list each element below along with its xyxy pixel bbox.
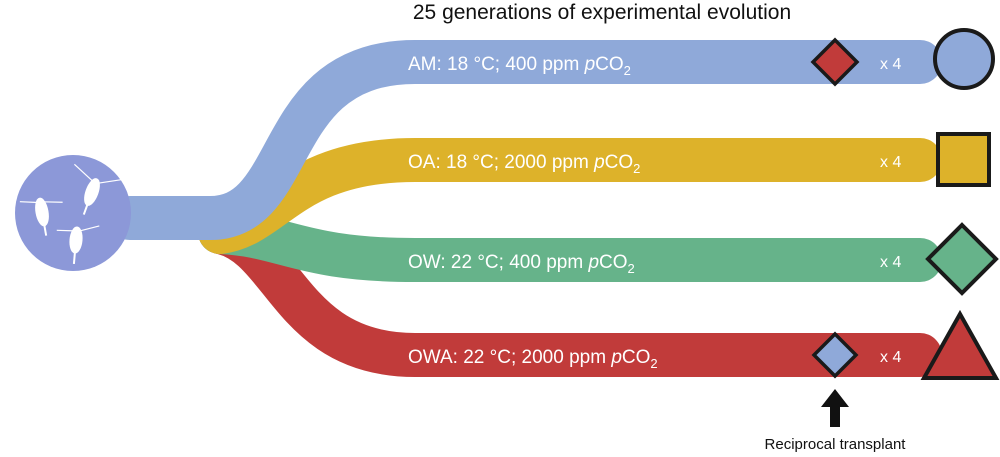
replicates-ow: x 4: [880, 254, 901, 271]
transplant-marker-diamond-icon: [811, 331, 859, 379]
square-icon: [936, 132, 991, 187]
branch-label-am: AM: 18 °C; 400 ppm pCO2: [408, 54, 631, 78]
branch-label-oa: OA: 18 °C; 2000 ppm pCO2: [408, 152, 640, 176]
circle-icon: [933, 28, 995, 90]
arrow-up-icon: [821, 389, 849, 427]
copepod-icons: [19, 163, 123, 264]
triangle-icon: [920, 309, 1000, 380]
annotation-label: Reciprocal transplant: [765, 436, 907, 453]
diagram-title: 25 generations of experimental evolution: [413, 1, 791, 24]
diamond-icon: [925, 222, 999, 296]
source-population-circle: [15, 155, 131, 271]
branch-label-owa: OWA: 22 °C; 2000 ppm pCO2: [408, 347, 658, 371]
replicates-owa: x 4: [880, 349, 901, 366]
replicates-oa: x 4: [880, 154, 901, 171]
branch-label-ow: OW: 22 °C; 400 ppm pCO2: [408, 252, 635, 276]
replicates-am: x 4: [880, 56, 901, 73]
branch-stream-am: [108, 40, 942, 240]
copepod-icon: [56, 225, 100, 264]
copepod-icon: [74, 163, 123, 215]
copepod-icon: [19, 197, 63, 236]
transplant-marker-diamond-icon: [810, 37, 860, 87]
